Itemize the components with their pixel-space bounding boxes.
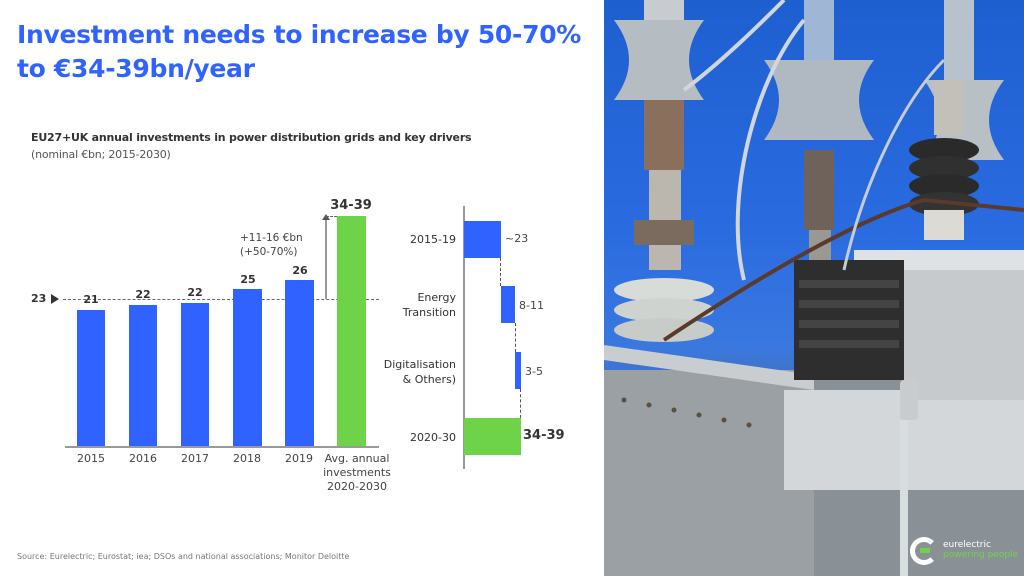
bar-2018	[233, 289, 262, 446]
reference-line	[63, 299, 379, 300]
increase-annotation-line2: (+50-70%)	[240, 246, 298, 258]
waterfall-value-2020-30: 34-39	[523, 428, 565, 443]
logo-e-icon	[910, 537, 938, 565]
x-label-2016: 2016	[129, 452, 157, 465]
x-label-2017: 2017	[181, 452, 209, 465]
waterfall-bar-energy-transition	[501, 286, 515, 323]
chart-subtitle: EU27+UK annual investments in power dist…	[31, 131, 472, 144]
x-label-avg-line2: investments	[323, 466, 391, 479]
waterfall-connector-2	[515, 323, 516, 352]
value-label-2017: 22	[187, 286, 203, 299]
waterfall-label-2015-19: 2015-19	[410, 233, 456, 246]
waterfall-connector-3	[520, 389, 521, 418]
reference-arrow-icon	[51, 294, 59, 304]
x-label-avg-line1: Avg. annual	[324, 452, 390, 465]
x-axis	[65, 446, 379, 448]
waterfall-connector-1	[500, 258, 501, 286]
x-label-avg-line3: 2020-2030	[327, 480, 387, 493]
increase-arrow-line	[325, 218, 327, 299]
value-label-avg: 34-39	[330, 198, 372, 213]
value-label-2019: 26	[292, 264, 308, 277]
waterfall-label-2020-30: 2020-30	[410, 431, 456, 444]
x-label-2018: 2018	[233, 452, 261, 465]
waterfall-label-energy-2: Transition	[402, 306, 456, 319]
chart-units: (nominal €bn; 2015-2030)	[31, 148, 171, 161]
waterfall-bar-digitalisation	[515, 352, 521, 389]
logo-green-bar	[920, 548, 930, 553]
bar-2017	[181, 303, 209, 446]
top-dash-line	[326, 216, 337, 217]
increase-arrow-head-icon	[322, 214, 330, 220]
page-title: Investment needs to increase by 50-70% t…	[17, 20, 582, 83]
waterfall-bar-2015-19	[464, 221, 501, 258]
logo-tagline: powering people	[943, 550, 1019, 560]
waterfall-bar-2020-30	[464, 418, 521, 455]
waterfall-label-digital-2: & Others)	[402, 373, 456, 386]
waterfall-value-2015-19: ~23	[505, 232, 529, 245]
waterfall-value-energy: 8-11	[519, 299, 544, 312]
waterfall-label-digital-1: Digitalisation	[383, 358, 456, 371]
increase-annotation-line1: +11-16 €bn	[240, 232, 303, 244]
waterfall-label-energy-1: Energy	[417, 291, 456, 304]
bar-2015	[77, 310, 105, 446]
substation-photo	[604, 0, 1024, 576]
substation-illustration-icon	[604, 0, 1024, 576]
x-label-2015: 2015	[77, 452, 105, 465]
value-label-2016: 22	[135, 288, 151, 301]
value-label-2015: 21	[83, 293, 99, 306]
logo-name: eurelectric	[943, 540, 991, 550]
bar-2016	[129, 305, 157, 446]
bar-2019	[285, 280, 314, 446]
value-label-2018: 25	[240, 273, 256, 286]
source-footnote: Source: Eurelectric; Eurostat; iea; DSOs…	[17, 552, 350, 561]
waterfall-axis	[463, 206, 465, 469]
reference-label: 23	[31, 292, 47, 305]
waterfall-value-digital: 3-5	[525, 365, 543, 378]
bar-avg-2020-2030	[337, 216, 366, 446]
x-label-2019: 2019	[285, 452, 313, 465]
